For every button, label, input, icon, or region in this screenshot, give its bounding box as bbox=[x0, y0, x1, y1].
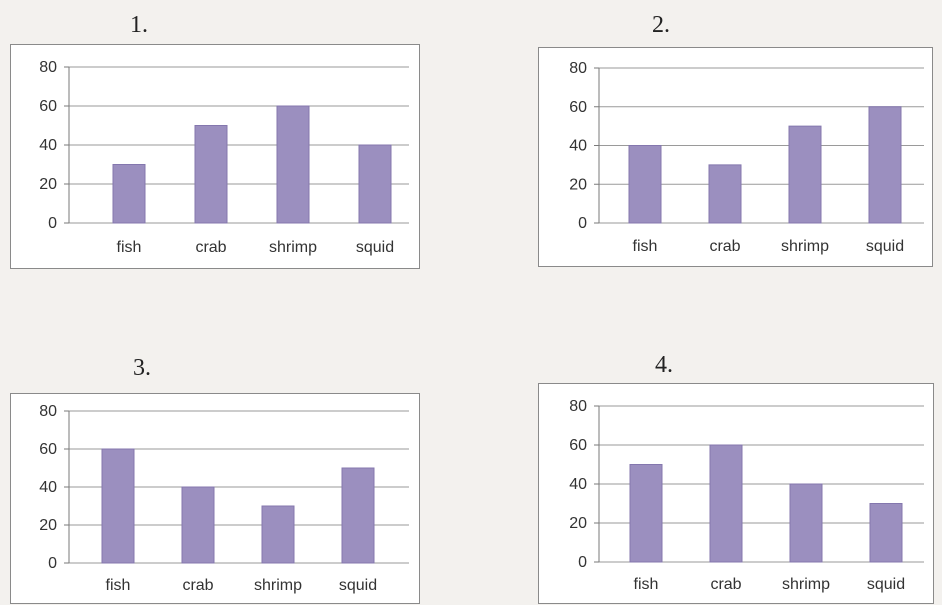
category-label: fish bbox=[117, 239, 142, 256]
bar-fish bbox=[629, 464, 663, 563]
y-tick-label: 20 bbox=[569, 176, 587, 193]
y-tick-label: 80 bbox=[39, 59, 57, 76]
y-tick-label: 40 bbox=[569, 476, 587, 493]
bar-chart-3: 0 20 40 60 80 fish crab shrimp squid bbox=[39, 403, 409, 594]
bar-shrimp bbox=[789, 483, 823, 563]
y-tick-label: 0 bbox=[48, 555, 57, 572]
y-tick-label: 80 bbox=[569, 398, 587, 415]
y-tick-label: 20 bbox=[569, 515, 587, 532]
bar-shrimp bbox=[261, 505, 295, 564]
bar-squid bbox=[869, 503, 903, 563]
bar-crab bbox=[708, 164, 742, 224]
bar-squid bbox=[358, 144, 392, 224]
y-tick-label: 40 bbox=[39, 479, 57, 496]
bar-shrimp bbox=[788, 125, 822, 224]
bar-crab bbox=[194, 125, 228, 224]
bar-crab bbox=[709, 444, 743, 563]
y-tick-label: 0 bbox=[48, 215, 57, 232]
chart-panel-4: 0 20 40 60 80 fish crab shrimp squid bbox=[538, 383, 934, 604]
chart-panel-2: 0 20 40 60 80 fish crab shrimp squid bbox=[538, 47, 933, 267]
bar-chart-2: 0 20 40 60 80 fish crab shrimp squid bbox=[569, 60, 924, 255]
bar-crab bbox=[181, 486, 215, 564]
category-label: shrimp bbox=[781, 238, 829, 255]
bar-chart-1: 0 20 40 60 80 fish crab shrimp squid bbox=[39, 59, 409, 256]
y-tick-label: 60 bbox=[39, 98, 57, 115]
chart-panel-3: 0 20 40 60 80 fish crab shrimp squid bbox=[10, 393, 420, 604]
category-label: crab bbox=[195, 239, 226, 256]
bar-fish bbox=[628, 145, 662, 224]
bar-squid bbox=[341, 467, 375, 564]
category-label: crab bbox=[182, 577, 213, 594]
y-tick-label: 40 bbox=[569, 138, 587, 155]
category-label: squid bbox=[339, 577, 377, 594]
category-label: fish bbox=[106, 577, 131, 594]
bar-chart-4: 0 20 40 60 80 fish crab shrimp squid bbox=[569, 398, 924, 593]
bar-squid bbox=[868, 106, 902, 224]
y-tick-label: 0 bbox=[578, 554, 587, 571]
category-label: shrimp bbox=[269, 239, 317, 256]
y-tick-label: 80 bbox=[569, 60, 587, 77]
category-label: fish bbox=[634, 576, 659, 593]
chart-number-4: 4. bbox=[655, 352, 673, 378]
chart-number-3: 3. bbox=[133, 355, 151, 381]
category-label: fish bbox=[633, 238, 658, 255]
category-label: shrimp bbox=[782, 576, 830, 593]
category-label: shrimp bbox=[254, 577, 302, 594]
y-tick-label: 80 bbox=[39, 403, 57, 420]
chart-panel-1: 0 20 40 60 80 fish crab shrimp squid bbox=[10, 44, 420, 269]
bar-fish bbox=[101, 448, 135, 564]
y-tick-label: 0 bbox=[578, 215, 587, 232]
y-tick-label: 60 bbox=[569, 437, 587, 454]
category-label: crab bbox=[709, 238, 740, 255]
y-tick-label: 20 bbox=[39, 176, 57, 193]
y-tick-label: 60 bbox=[569, 99, 587, 116]
y-tick-label: 60 bbox=[39, 441, 57, 458]
category-label: squid bbox=[356, 239, 394, 256]
chart-number-1: 1. bbox=[130, 12, 148, 38]
bar-fish bbox=[112, 164, 146, 224]
bar-shrimp bbox=[276, 105, 310, 224]
y-tick-label: 40 bbox=[39, 137, 57, 154]
category-label: crab bbox=[710, 576, 741, 593]
y-tick-label: 20 bbox=[39, 517, 57, 534]
chart-number-2: 2. bbox=[652, 12, 670, 38]
category-label: squid bbox=[866, 238, 904, 255]
category-label: squid bbox=[867, 576, 905, 593]
